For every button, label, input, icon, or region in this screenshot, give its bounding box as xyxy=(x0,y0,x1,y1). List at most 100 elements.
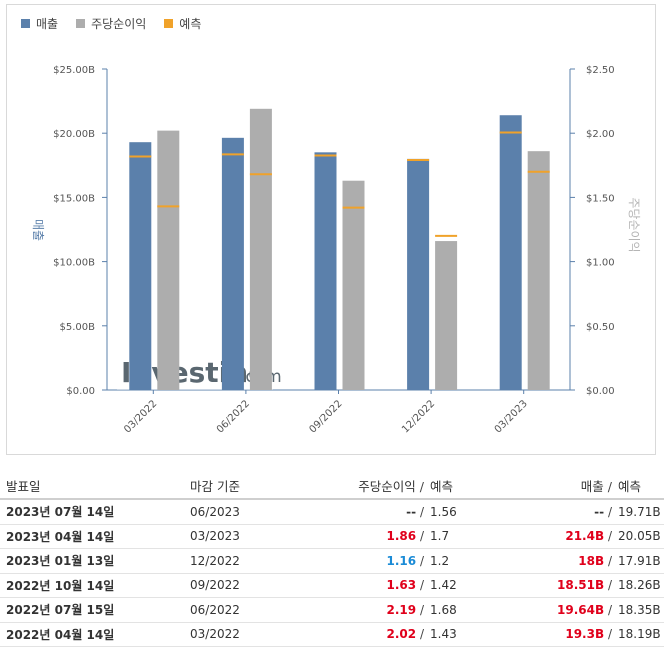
legend-item-eps[interactable]: 주당순이익 xyxy=(76,15,146,32)
eps-bar xyxy=(527,151,550,390)
row-eps-slash: / xyxy=(419,578,424,593)
table-row: 2022년 07월 15일 06/2022 2.19 /1.68 19.64B /18… xyxy=(0,597,664,623)
x-tick-label: 03/2022 xyxy=(122,398,159,435)
row-revenue: -- / xyxy=(522,499,614,525)
row-date: 2023년 04월 14일 xyxy=(0,524,186,549)
row-period: 09/2022 xyxy=(186,573,320,598)
revenue-swatch-icon xyxy=(21,19,30,28)
eps-bar xyxy=(342,180,365,390)
forecast-swatch-icon xyxy=(164,19,174,28)
revenue-bar xyxy=(314,152,337,390)
row-revenue-forecast: 18.35B xyxy=(614,597,664,623)
row-revenue-slash: / xyxy=(607,529,612,544)
row-period: 06/2023 xyxy=(186,499,320,525)
row-eps: 2.19 / xyxy=(320,597,426,623)
row-date: 2022년 07월 15일 xyxy=(0,597,186,623)
row-eps: 1.86 / xyxy=(320,524,426,549)
row-eps: -- / xyxy=(320,499,426,525)
row-eps-value: -- xyxy=(406,504,417,519)
row-revenue-slash: / xyxy=(607,553,612,568)
row-revenue: 18B / xyxy=(522,548,614,574)
row-revenue: 19.64B / xyxy=(522,597,614,623)
row-revenue: 21.4B / xyxy=(522,524,614,549)
left-tick-label: $10.00B xyxy=(53,258,95,269)
row-revenue-value: -- xyxy=(594,504,605,519)
row-revenue-forecast: 18.26B xyxy=(614,573,664,598)
header-eps[interactable]: 주당순이익 / xyxy=(320,472,426,500)
header-eps-slash: / xyxy=(419,478,424,494)
row-period: 12/2022 xyxy=(186,548,320,574)
row-revenue: 19.3B / xyxy=(522,622,614,647)
row-revenue-value: 18.51B xyxy=(557,578,605,593)
eps-bar xyxy=(249,108,272,390)
row-eps-forecast: 1.2 xyxy=(426,548,522,574)
earnings-chart-panel: 매출 주당순이익 예측 xyxy=(6,4,656,455)
row-eps-forecast: 1.7 xyxy=(426,524,522,549)
header-revenue-slash: / xyxy=(607,478,612,494)
right-tick-label: $0.50 xyxy=(586,322,615,333)
table-header-row: 발표일 마감 기준 주당순이익 / 예측 매출 / 예측 xyxy=(0,472,664,500)
legend-forecast-label: 예측 xyxy=(179,17,202,31)
left-axis-title: 매출 xyxy=(31,219,45,241)
x-tick-label: 09/2022 xyxy=(307,398,344,435)
row-eps-slash: / xyxy=(419,529,424,544)
row-eps-forecast: 1.43 xyxy=(426,622,522,647)
left-tick-label: $20.00B xyxy=(53,129,95,140)
row-eps-slash: / xyxy=(419,627,424,642)
revenue-bar xyxy=(221,137,244,390)
row-eps-forecast: 1.68 xyxy=(426,597,522,623)
row-revenue-forecast: 20.05B xyxy=(614,524,664,549)
row-revenue-value: 19.64B xyxy=(557,602,605,617)
table-row: 2023년 04월 14일 03/2023 1.86 /1.7 21.4B /20.0… xyxy=(0,524,664,549)
legend-eps-label: 주당순이익 xyxy=(91,17,147,31)
header-eps-forecast[interactable]: 예측 xyxy=(426,472,522,500)
row-revenue-value: 18B xyxy=(578,553,605,568)
row-eps-value: 2.02 xyxy=(386,627,417,642)
row-eps-value: 2.19 xyxy=(386,602,417,617)
legend-revenue-label: 매출 xyxy=(36,17,59,31)
x-tick-label: 03/2023 xyxy=(493,398,530,435)
row-eps-value: 1.63 xyxy=(386,578,417,593)
revenue-bar xyxy=(129,142,152,390)
row-revenue-slash: / xyxy=(607,504,612,519)
revenue-bar xyxy=(407,158,430,390)
row-eps: 1.16 / xyxy=(320,548,426,574)
row-eps-value: 1.16 xyxy=(386,553,417,568)
right-tick-label: $1.50 xyxy=(586,193,615,204)
row-revenue-value: 19.3B xyxy=(565,627,605,642)
left-tick-label: $0.00 xyxy=(66,386,95,397)
header-period[interactable]: 마감 기준 xyxy=(186,472,320,500)
row-revenue-forecast: 17.91B xyxy=(614,548,664,574)
row-eps-slash: / xyxy=(419,602,424,617)
row-eps-forecast: 1.56 xyxy=(426,499,522,525)
x-tick-label: 12/2022 xyxy=(400,398,437,435)
table-row: 2023년 01월 13일 12/2022 1.16 /1.2 18B /17.91B xyxy=(0,548,664,574)
header-revenue-forecast[interactable]: 예측 xyxy=(614,472,664,500)
row-eps-forecast: 1.42 xyxy=(426,573,522,598)
row-eps-slash: / xyxy=(419,553,424,568)
header-revenue[interactable]: 매출 / xyxy=(522,472,614,500)
legend-item-revenue[interactable]: 매출 xyxy=(21,15,58,32)
right-tick-label: $1.00 xyxy=(586,258,615,269)
legend-item-forecast[interactable]: 예측 xyxy=(164,15,201,32)
eps-swatch-icon xyxy=(76,19,86,28)
row-period: 06/2022 xyxy=(186,597,320,623)
header-eps-label: 주당순이익 xyxy=(358,478,416,494)
row-date: 2023년 07월 14일 xyxy=(0,499,186,525)
row-revenue: 18.51B / xyxy=(522,573,614,598)
row-date: 2022년 04월 14일 xyxy=(0,622,186,647)
row-revenue-forecast: 18.19B xyxy=(614,622,664,647)
row-period: 03/2022 xyxy=(186,622,320,647)
right-tick-label: $2.00 xyxy=(586,129,615,140)
header-date[interactable]: 발표일 xyxy=(0,472,186,500)
row-date: 2022년 10월 14일 xyxy=(0,573,186,598)
left-tick-label: $15.00B xyxy=(53,193,95,204)
earnings-table: 발표일 마감 기준 주당순이익 / 예측 매출 / 예측 2023년 07월 1… xyxy=(0,472,664,647)
revenue-bar xyxy=(499,115,522,390)
row-date: 2023년 01월 13일 xyxy=(0,548,186,574)
table-row: 2022년 10월 14일 09/2022 1.63 /1.42 18.51B /18… xyxy=(0,573,664,598)
eps-bar xyxy=(435,241,458,390)
row-eps: 2.02 / xyxy=(320,622,426,647)
row-eps-slash: / xyxy=(419,504,424,519)
right-axis-title: 주당순이익 xyxy=(627,197,641,252)
